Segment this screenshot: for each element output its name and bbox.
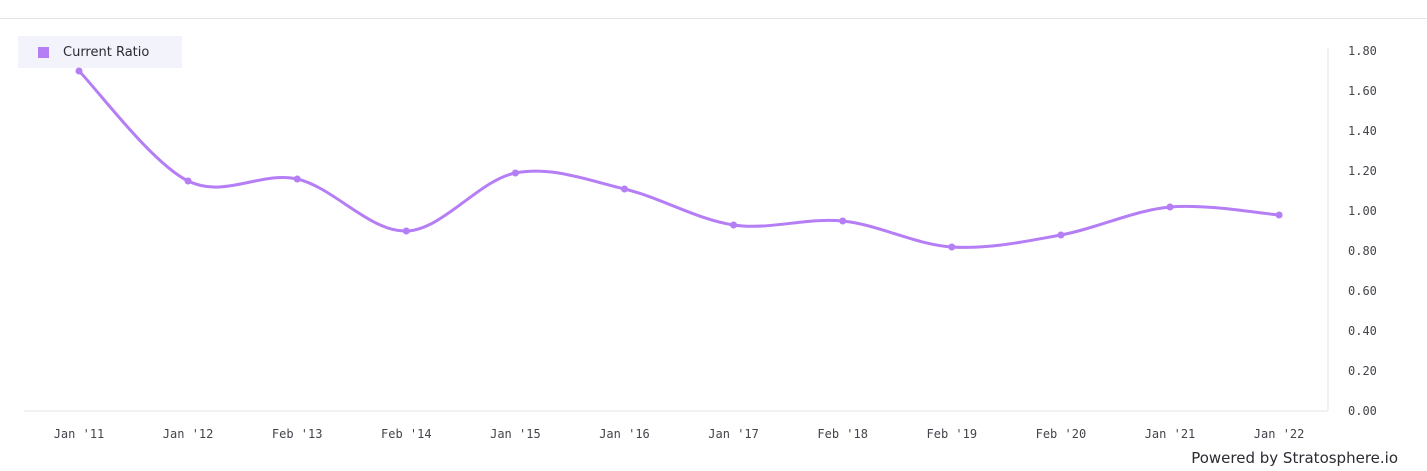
top-divider	[0, 18, 1427, 19]
data-point[interactable]	[730, 221, 738, 229]
y-tick-label: 0.20	[1348, 364, 1377, 378]
legend-swatch	[38, 46, 49, 58]
y-axis-ticks: 0.00 0.20 0.40 0.60 0.80 1.00 1.20 1.40 1.60 1.80	[1348, 44, 1377, 418]
x-tick-label: Jan '12	[163, 427, 214, 441]
data-point[interactable]	[839, 217, 847, 225]
y-tick-label: 0.00	[1348, 404, 1377, 418]
x-tick-label: Jan '22	[1254, 427, 1305, 441]
y-tick-label: 0.60	[1348, 284, 1377, 298]
x-axis-ticks: Jan '11 Jan '12 Feb '13 Feb '14 Jan '15 Jan '…	[54, 427, 1305, 441]
x-tick-label: Feb '20	[1036, 427, 1087, 441]
data-point[interactable]	[184, 177, 192, 185]
y-tick-label: 1.20	[1348, 164, 1377, 178]
y-tick-label: 0.40	[1348, 324, 1377, 338]
y-tick-label: 1.80	[1348, 44, 1377, 58]
data-point[interactable]	[948, 243, 956, 251]
y-tick-label: 1.60	[1348, 84, 1377, 98]
series-line-current-ratio	[77, 69, 1280, 249]
x-tick-label: Feb '18	[817, 427, 868, 441]
data-point[interactable]	[1166, 203, 1174, 211]
x-tick-label: Jan '16	[599, 427, 650, 441]
data-point[interactable]	[1275, 211, 1283, 219]
y-tick-label: 1.00	[1348, 204, 1377, 218]
series-points	[75, 67, 1283, 251]
data-point[interactable]	[75, 67, 83, 75]
x-tick-label: Jan '11	[54, 427, 105, 441]
x-tick-label: Feb '14	[381, 427, 432, 441]
y-tick-label: 0.80	[1348, 244, 1377, 258]
y-tick-label: 1.40	[1348, 124, 1377, 138]
data-point[interactable]	[621, 185, 628, 193]
x-tick-label: Jan '17	[708, 427, 759, 441]
legend[interactable]: Current Ratio	[18, 36, 182, 68]
data-point[interactable]	[293, 175, 301, 183]
powered-by-credit[interactable]: Powered by Stratosphere.io	[1191, 449, 1398, 467]
data-point[interactable]	[1057, 231, 1065, 239]
x-tick-label: Feb '19	[927, 427, 978, 441]
x-tick-label: Jan '21	[1145, 427, 1196, 441]
data-point[interactable]	[402, 227, 410, 235]
x-tick-label: Feb '13	[272, 427, 323, 441]
data-point[interactable]	[511, 169, 519, 177]
x-tick-label: Jan '15	[490, 427, 541, 441]
legend-label: Current Ratio	[63, 44, 150, 60]
